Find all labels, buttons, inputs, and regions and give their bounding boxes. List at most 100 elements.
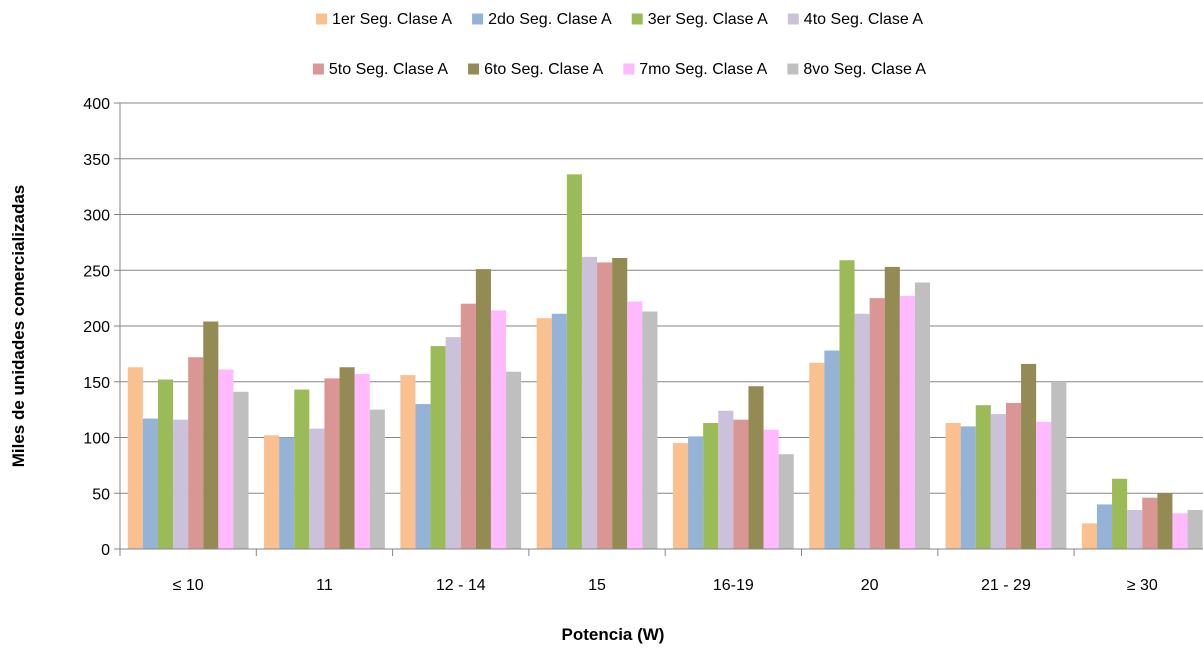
bar xyxy=(960,426,976,549)
bar xyxy=(203,321,219,549)
bar xyxy=(1157,493,1173,549)
bar xyxy=(1096,504,1113,549)
bar xyxy=(718,410,734,549)
bar xyxy=(733,419,749,549)
bar xyxy=(1172,513,1188,549)
legend-swatch xyxy=(316,13,328,25)
bar xyxy=(884,266,900,549)
bar xyxy=(233,391,249,549)
legend-swatch xyxy=(468,63,480,75)
bar xyxy=(763,429,779,549)
bar xyxy=(354,373,370,549)
bar xyxy=(854,313,870,549)
bar xyxy=(688,436,704,549)
bar xyxy=(127,367,143,549)
bar xyxy=(566,174,582,550)
x-tick-label: 11 xyxy=(316,577,333,594)
x-tick-label: 12 - 14 xyxy=(436,577,486,594)
bar xyxy=(536,318,552,549)
bar xyxy=(294,389,310,549)
bar xyxy=(551,313,567,549)
bar xyxy=(869,298,885,549)
legend-label: 5to Seg. Clase A xyxy=(329,61,449,78)
bar xyxy=(809,362,825,549)
legend: 1er Seg. Clase A 2do Seg. Clase A 3er Seg.… xyxy=(312,11,926,78)
y-axis-title: Miles de unidades comercializadas xyxy=(9,185,28,468)
legend-swatch xyxy=(623,63,635,75)
bar xyxy=(612,257,628,549)
bar xyxy=(899,295,915,549)
bar xyxy=(642,311,658,549)
legend-label: 8vo Seg. Clase A xyxy=(803,61,926,78)
bar xyxy=(748,386,764,549)
x-tick-label: ≤ 10 xyxy=(173,577,204,594)
y-tick-label: 50 xyxy=(92,486,110,503)
bar xyxy=(672,443,689,549)
axes: 0 50 100 150 200 250 300 350 400 ≤ 10 11 12 - 14 15 1… xyxy=(83,96,1203,594)
legend-swatch xyxy=(472,13,484,25)
bar xyxy=(309,428,325,549)
bar xyxy=(581,256,598,549)
bar xyxy=(627,301,643,549)
bar xyxy=(1142,497,1158,549)
bars xyxy=(127,174,1203,550)
y-tick-label: 150 xyxy=(83,375,110,392)
y-tick-label: 200 xyxy=(83,319,110,336)
legend-label: 7mo Seg. Clase A xyxy=(639,61,767,78)
x-tick-label: 21 - 29 xyxy=(981,577,1031,594)
bar xyxy=(778,454,794,549)
bar xyxy=(1081,523,1097,549)
bar xyxy=(1005,402,1022,549)
x-tick-label: 16-19 xyxy=(713,577,754,594)
bar xyxy=(188,357,204,549)
bar xyxy=(1036,421,1052,549)
bar xyxy=(475,269,491,549)
legend-label: 3er Seg. Clase A xyxy=(648,11,768,28)
bar xyxy=(142,418,158,549)
legend-swatch xyxy=(312,63,324,75)
bar xyxy=(914,282,931,549)
bar xyxy=(460,303,476,549)
bar xyxy=(264,435,280,549)
bar xyxy=(339,367,355,549)
x-tick-label: 20 xyxy=(861,577,879,594)
bar xyxy=(445,337,461,549)
bar xyxy=(157,379,174,549)
x-tick-label: ≥ 30 xyxy=(1127,577,1158,594)
legend-swatch xyxy=(631,13,643,25)
bar xyxy=(218,369,234,549)
legend-label: 2do Seg. Clase A xyxy=(488,11,612,28)
bar xyxy=(1021,363,1037,549)
bar xyxy=(279,437,295,549)
y-tick-label: 300 xyxy=(83,208,110,225)
y-tick-label: 100 xyxy=(83,431,110,448)
bar xyxy=(824,350,840,549)
bar xyxy=(430,346,446,549)
legend-swatch xyxy=(787,13,799,25)
bar xyxy=(415,404,431,549)
bar xyxy=(1127,509,1143,549)
y-tick-label: 0 xyxy=(101,542,110,559)
bar xyxy=(1112,478,1128,549)
x-axis-title: Potencia (W) xyxy=(562,625,665,644)
bar xyxy=(945,423,961,549)
bar xyxy=(1187,509,1203,549)
y-tick-label: 350 xyxy=(83,152,110,169)
legend-label: 6to Seg. Clase A xyxy=(484,61,604,78)
y-tick-label: 250 xyxy=(83,263,110,280)
bar xyxy=(506,371,522,549)
legend-label: 4to Seg. Clase A xyxy=(804,11,924,28)
bar xyxy=(324,378,340,549)
y-tick-label: 400 xyxy=(83,96,110,113)
bar xyxy=(369,409,385,549)
bar xyxy=(597,262,613,549)
bar xyxy=(990,414,1006,549)
bar xyxy=(400,375,416,549)
legend-swatch xyxy=(787,63,799,75)
bar xyxy=(490,310,507,549)
bar xyxy=(173,419,189,549)
x-tick-label: 15 xyxy=(588,577,606,594)
bar xyxy=(703,423,719,549)
bar xyxy=(1051,381,1067,549)
